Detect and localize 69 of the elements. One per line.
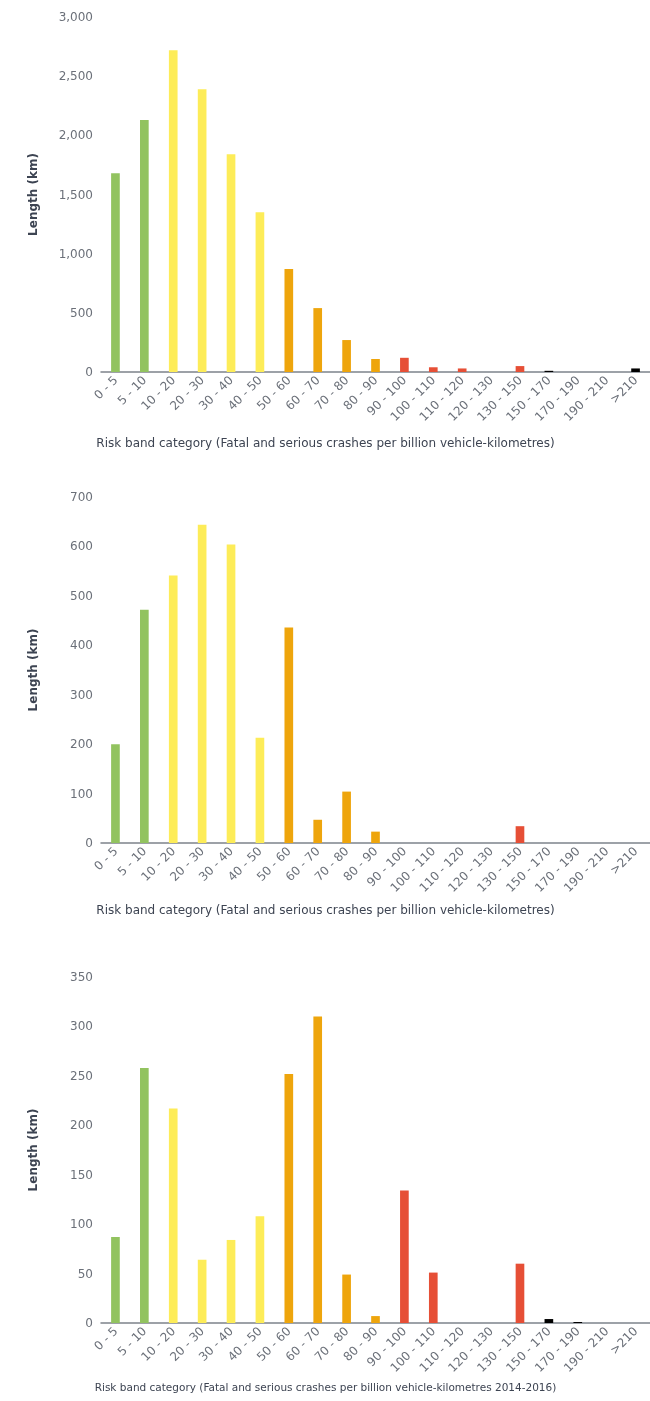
y-tick-label: 350 [70,970,93,984]
bar [371,1316,380,1323]
bar [544,1319,554,1323]
bar [197,524,207,843]
x-axis-title: Risk band category (Fatal and serious crashes per billion vehicle-kilometres) [96,903,555,917]
y-tick-label: 2,000 [58,128,93,143]
bar [197,1259,207,1323]
y-tick-label: 0 [85,1316,93,1330]
bar [457,368,467,372]
bar [284,269,294,372]
bar [342,1274,351,1323]
bar [168,575,178,843]
bar [631,368,640,372]
bar [255,737,265,843]
bar [284,1073,294,1323]
y-tick-label: 700 [70,490,93,504]
bar [140,1067,149,1323]
bar [515,1263,525,1323]
y-axis-title: Length (km) [26,1108,40,1192]
bar [313,819,323,843]
bar [428,1272,438,1323]
y-tick-label: 200 [70,737,93,752]
bar [226,1239,236,1323]
y-tick-label: 1,000 [58,246,93,261]
bar [140,609,149,843]
bar [284,627,294,843]
bar [111,744,120,843]
bar [168,1108,178,1323]
y-tick-label: 300 [70,687,93,702]
bar [371,831,380,843]
y-tick-label: 50 [77,1266,93,1281]
bar [255,1216,265,1323]
y-tick-label: 1,500 [58,187,93,202]
bar [226,544,236,843]
bar [111,1236,120,1323]
y-tick-label: 0 [85,836,93,850]
y-tick-label: 100 [70,786,93,801]
y-axis-title: Length (km) [26,628,40,712]
bar [313,1016,323,1323]
bar [342,791,351,843]
bar [313,308,323,372]
bar [255,212,265,372]
y-tick-label: 250 [70,1068,93,1083]
y-tick-label: 500 [70,588,93,603]
y-tick-label: 2,500 [58,69,93,84]
y-tick-label: 400 [70,638,93,653]
bar [400,357,409,372]
y-tick-label: 100 [70,1217,93,1232]
bar [342,340,351,372]
y-tick-label: 200 [70,1118,93,1133]
x-axis-title: Risk band category (Fatal and serious crashes per billion vehicle-kilometres) [96,436,555,450]
y-tick-label: 3,000 [58,10,93,24]
bar [515,826,525,843]
y-tick-label: 500 [70,305,93,320]
bar [140,119,149,372]
bar [428,367,438,372]
y-tick-label: 300 [70,1019,93,1034]
bar [515,366,525,372]
y-tick-label: 0 [85,365,93,379]
x-axis-title: Risk band category (Fatal and serious crashes per billion vehicle-kilometres 2014-2016) [94,1380,557,1393]
bar [197,89,207,372]
bar [400,1190,409,1323]
bar [168,50,178,372]
y-tick-label: 150 [70,1167,93,1182]
bar [371,358,380,372]
y-tick-label: 600 [70,539,93,554]
y-axis-title: Length (km) [26,153,40,236]
bar [111,173,120,372]
bar [226,154,236,372]
